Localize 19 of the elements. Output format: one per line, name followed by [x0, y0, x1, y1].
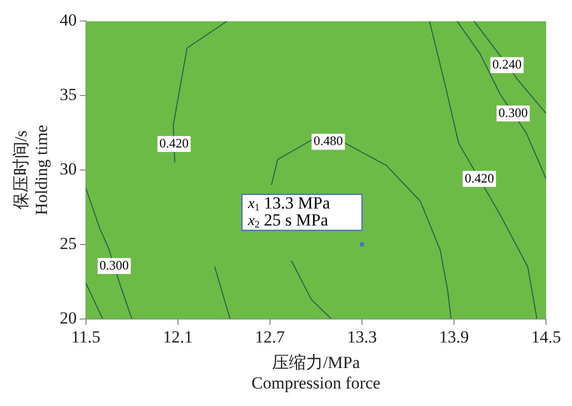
x-tick-label: 13.9	[439, 327, 469, 346]
series-label: 0.240	[492, 56, 522, 72]
series-label: 0.420	[464, 170, 494, 186]
series-label: 0.300	[498, 104, 528, 120]
series-label: 0.480	[314, 133, 343, 148]
y-tick-label: 25	[60, 234, 77, 253]
x-tick-label: 13.3	[347, 327, 377, 346]
x-tick-label: 14.5	[531, 327, 561, 346]
x-tick-label: 12.7	[255, 327, 286, 346]
x-axis-title: 压缩力/MPa Compression force	[252, 352, 380, 392]
series-label: 0.300	[100, 257, 129, 272]
y-tick-label: 40	[60, 10, 77, 30]
series-label: 0.420	[159, 135, 189, 150]
y-axis-title: 保压时间/s Holding time	[12, 124, 52, 216]
y-tick-label: 35	[60, 85, 77, 104]
x-tick-label: 12.1	[162, 327, 193, 346]
y-tick-label: 30	[60, 159, 77, 178]
x-tick-label: 11.5	[71, 327, 100, 346]
y-tick-label: 20	[60, 308, 77, 328]
